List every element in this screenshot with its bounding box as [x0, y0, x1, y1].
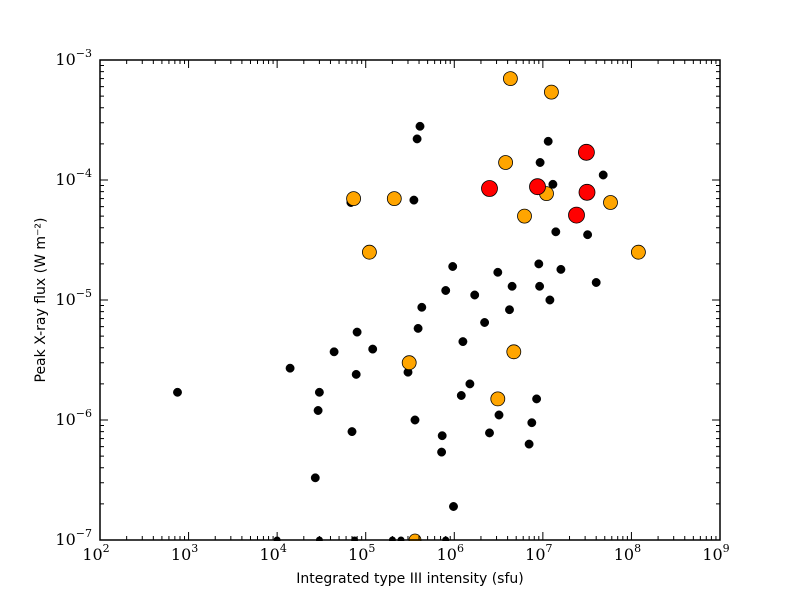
data-point-black — [470, 290, 480, 300]
data-point-black — [347, 427, 357, 437]
x-tick-label: 103 — [171, 542, 198, 564]
clip-mask — [90, 541, 730, 553]
data-point-red — [481, 180, 498, 197]
x-axis-label: Integrated type III intensity (sfu) — [296, 571, 524, 587]
plot-area — [100, 60, 720, 540]
data-point-black — [548, 179, 558, 189]
data-point-black — [449, 502, 458, 511]
data-point-black — [310, 473, 320, 483]
x-tick-label: 105 — [348, 542, 375, 564]
data-point-black — [285, 363, 295, 373]
data-point-black — [532, 394, 542, 404]
data-point-black — [417, 302, 427, 312]
data-point-black — [494, 410, 504, 420]
data-point-black — [173, 387, 182, 397]
data-point-black — [534, 259, 544, 269]
y-axis-label: Peak X-ray flux (W m⁻²) — [33, 218, 49, 383]
data-point-black — [448, 262, 458, 271]
data-point-orange — [490, 391, 506, 407]
data-point-black — [410, 415, 420, 425]
data-point-black — [351, 369, 361, 379]
data-point-black — [524, 439, 534, 449]
data-point-orange — [401, 355, 417, 371]
data-point-black — [485, 428, 494, 438]
y-tick-label: 10−3 — [55, 47, 92, 69]
x-tick-label: 102 — [82, 542, 109, 564]
data-point-black — [598, 170, 608, 180]
data-point-black — [583, 230, 593, 240]
data-point-black — [551, 227, 561, 237]
data-point-black — [458, 337, 468, 347]
data-point-black — [527, 418, 537, 428]
data-point-orange — [544, 84, 559, 100]
data-point-black — [465, 379, 475, 389]
data-point-black — [535, 158, 545, 167]
y-tick-label: 10−6 — [55, 407, 92, 429]
x-tick-label: 106 — [437, 542, 464, 564]
y-tick-label: 10−5 — [55, 287, 92, 309]
data-point-orange — [361, 244, 377, 260]
data-point-black — [507, 281, 517, 291]
data-point-red — [529, 178, 546, 196]
data-point-black — [437, 447, 447, 457]
data-point-red — [568, 206, 585, 224]
data-point-black — [505, 305, 514, 315]
data-point-black — [415, 121, 425, 131]
data-point-black — [409, 195, 419, 205]
data-point-black — [543, 136, 553, 146]
data-point-black — [545, 295, 555, 305]
data-point-orange — [603, 195, 618, 210]
data-point-black — [456, 391, 466, 400]
data-point-black — [437, 431, 447, 441]
data-point-orange — [631, 244, 646, 260]
data-point-black — [329, 347, 339, 357]
y-tick-label: 10−4 — [55, 167, 92, 189]
x-tick-label: 104 — [259, 542, 286, 564]
data-point-black — [412, 134, 422, 144]
data-point-black — [480, 318, 490, 327]
data-point-black — [313, 406, 323, 415]
data-point-black — [556, 264, 566, 274]
data-point-orange — [498, 155, 514, 170]
data-point-orange — [506, 344, 522, 360]
x-tick-label: 108 — [614, 542, 641, 564]
data-point-black — [352, 327, 362, 337]
data-point-orange — [502, 71, 518, 86]
data-point-black — [535, 281, 545, 291]
data-point-orange — [386, 191, 402, 207]
data-point-black — [368, 344, 378, 354]
x-tick-label: 109 — [702, 542, 729, 564]
data-point-black — [314, 387, 324, 397]
data-point-orange — [517, 208, 532, 224]
data-point-black — [493, 267, 503, 277]
data-point-red — [578, 183, 596, 201]
y-tick-label: 10−7 — [55, 527, 92, 549]
data-point-black — [413, 323, 423, 333]
data-point-red — [578, 143, 595, 161]
x-tick-label: 107 — [525, 542, 552, 564]
data-point-black — [441, 286, 451, 295]
data-point-orange — [346, 191, 362, 207]
data-point-black — [591, 278, 601, 287]
